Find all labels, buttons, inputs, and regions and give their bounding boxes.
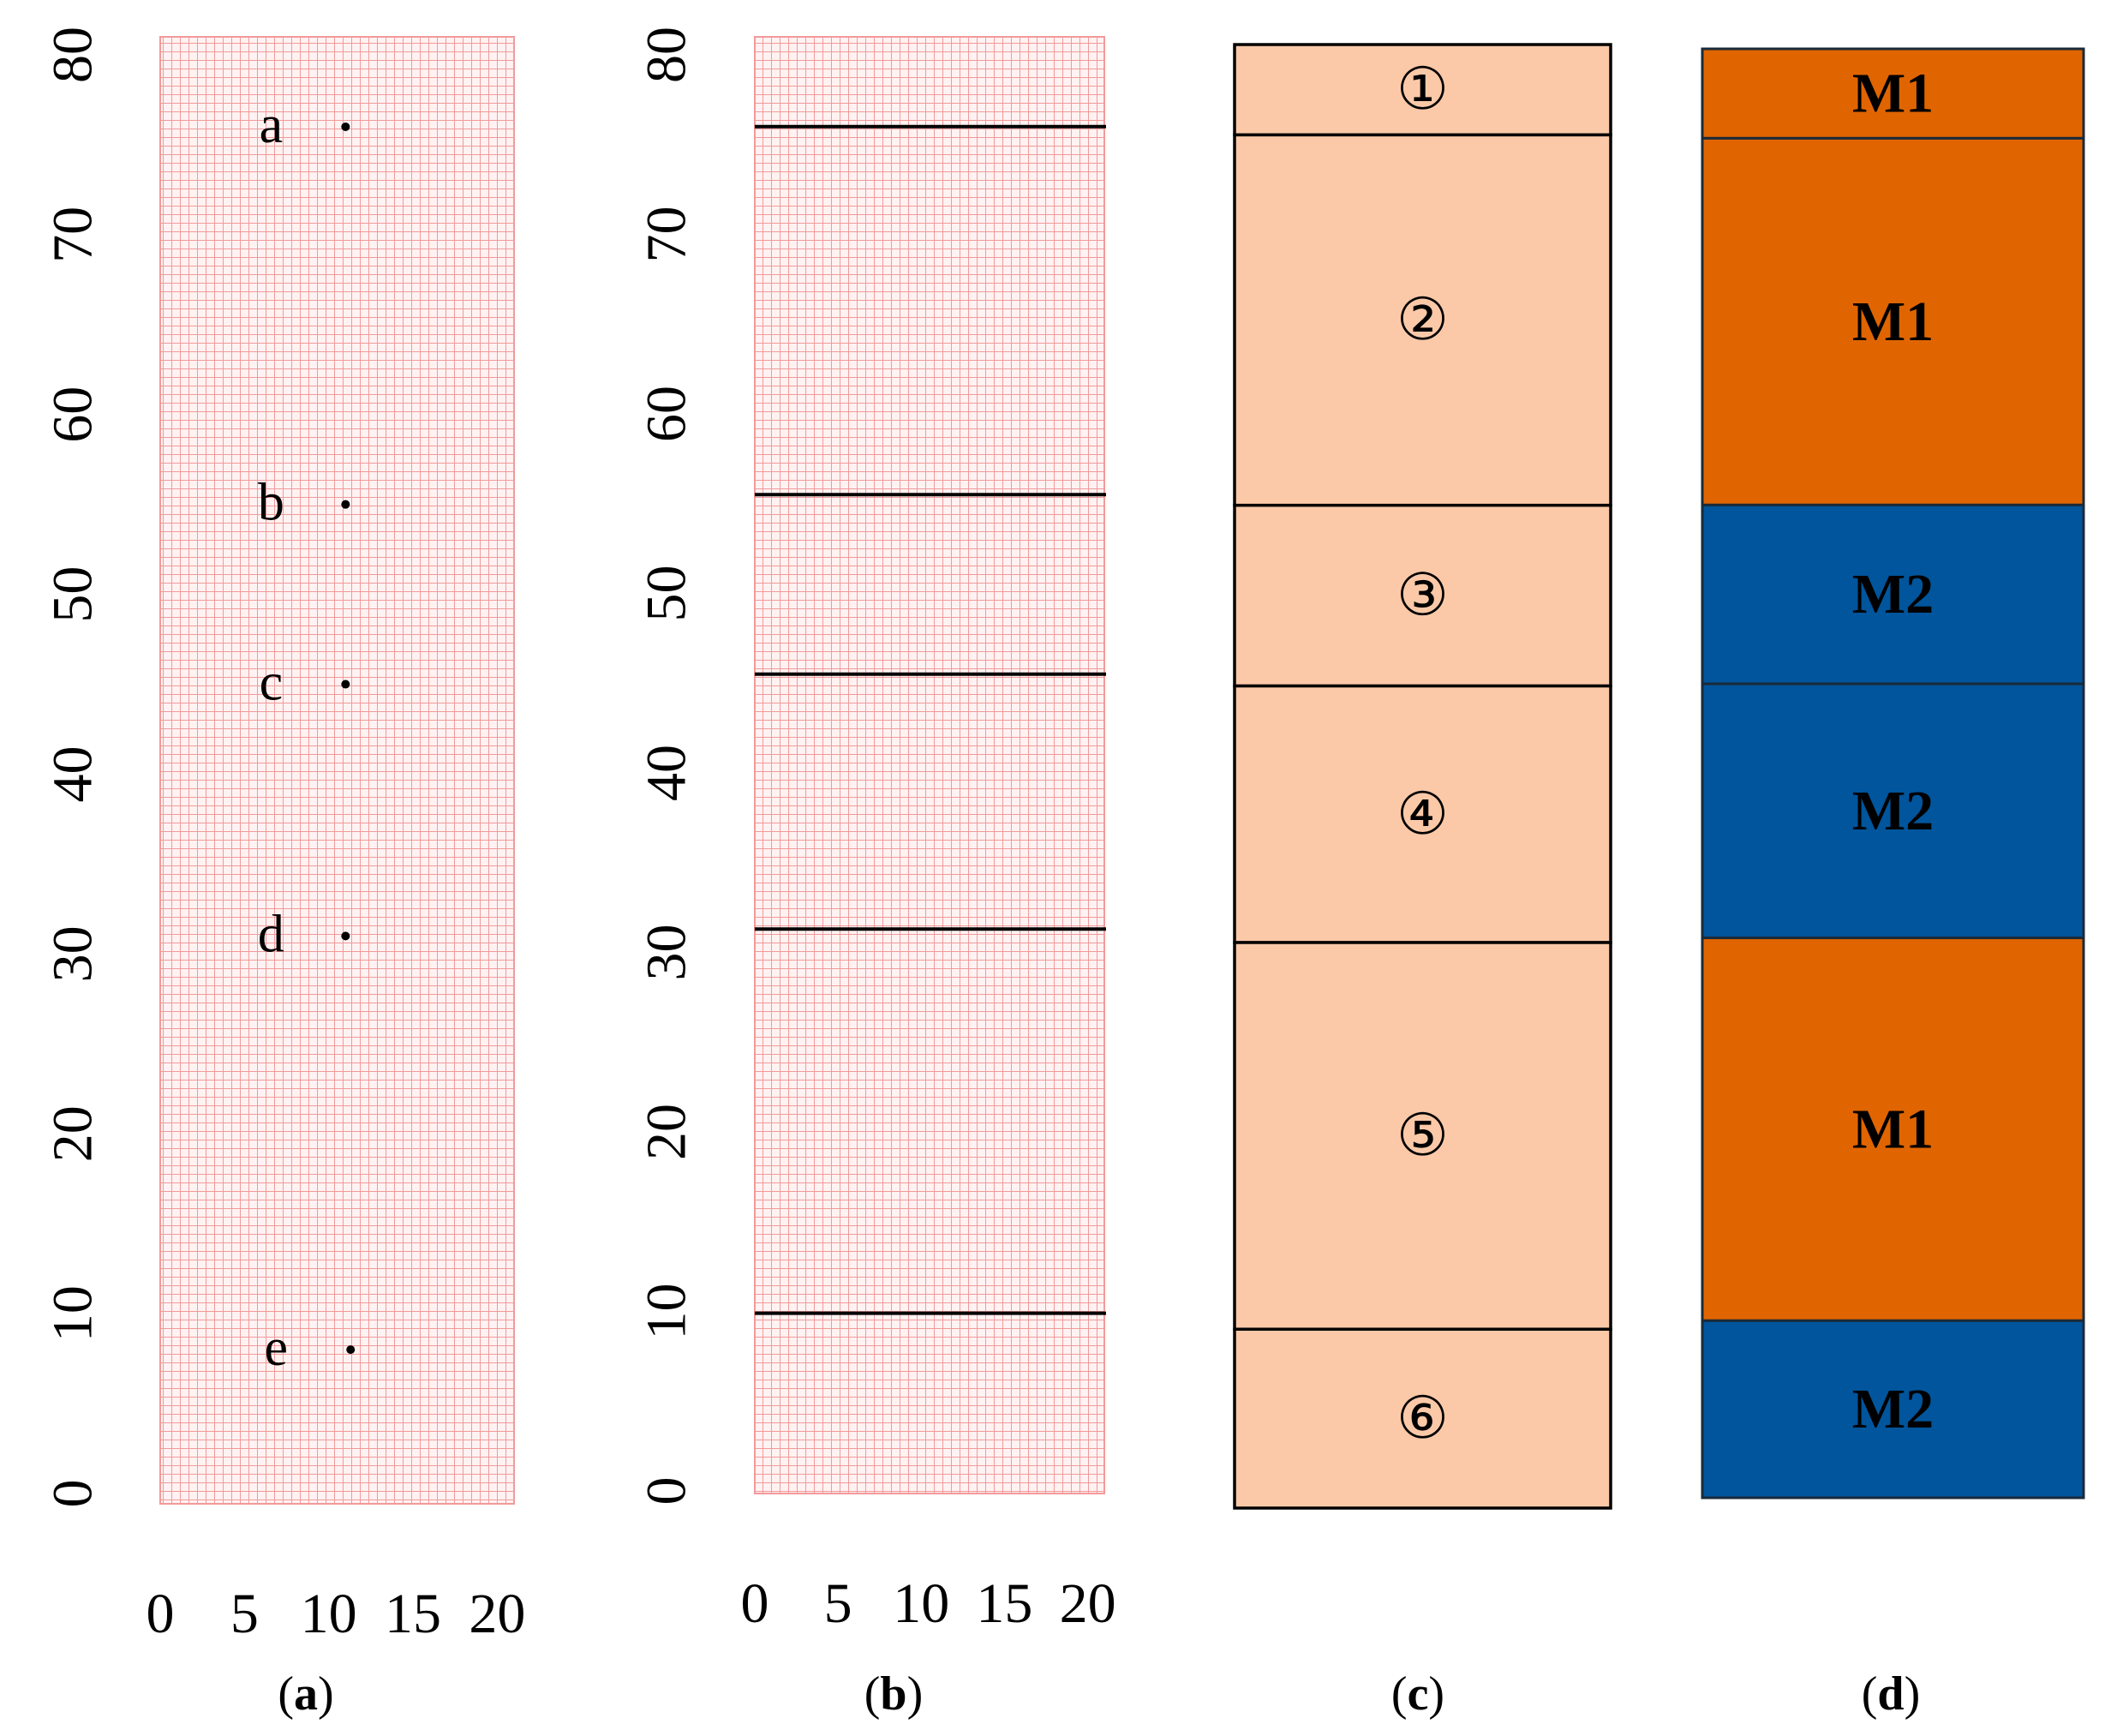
monitor-point-b-marker [341,500,350,509]
monitor-point-a-marker [341,122,350,131]
panel-b-x-tick-label: 5 [824,1572,852,1635]
panel-a-y-tick-label: 60 [42,386,105,443]
panel-a-caption: (a) [278,1667,333,1721]
panel-a-x-tick-label: 5 [230,1583,259,1645]
material-layer-3-block [1701,503,2085,685]
panel-b-y-tick-label: 70 [636,206,698,262]
monitor-point-a-label: a [260,96,284,154]
panel-a-y-tick-label: 30 [42,925,105,982]
layer-3-block [1233,503,1612,688]
layer-1-block [1233,43,1612,137]
panel-c: ① ② ③ ④ ⑤ ⑥ (c) [1233,43,1612,1721]
panel-a-y-axis: 0 10 20 30 40 50 60 70 80 [42,27,105,1508]
panel-a-x-axis: 0 5 10 15 20 [147,1583,526,1645]
layer-3-number: ③ [1396,562,1449,630]
layer-4-number: ④ [1396,781,1449,848]
panel-a-y-tick-label: 50 [42,566,105,623]
panel-b-y-tick-label: 0 [636,1477,698,1506]
panel-b-x-tick-label: 10 [893,1572,949,1635]
panel-b-y-tick-label: 40 [636,745,698,801]
panel-b-y-tick-label: 10 [636,1283,698,1339]
panel-a-x-tick-label: 0 [147,1583,175,1645]
monitor-point-c-marker [341,679,350,689]
layer-2-block [1233,133,1612,507]
panel-b-y-tick-label: 60 [636,386,698,442]
panel-c-layers: ① ② ③ ④ ⑤ ⑥ [1233,43,1612,1510]
panel-d-caption: (d) [1862,1667,1920,1721]
panel-b-mesh [754,36,1105,1494]
panel-b-x-tick-label: 15 [976,1572,1032,1635]
panel-b-layer-boundaries [755,124,1106,1315]
layer-5-block [1233,941,1612,1331]
panel-a-y-tick-label: 80 [42,27,105,83]
panel-b-x-tick-label: 0 [741,1572,769,1635]
panel-a-x-tick-label: 20 [469,1583,525,1645]
monitor-point-c-label: c [260,654,284,712]
material-layer-5-block [1701,937,2085,1322]
panel-d: M1 M1 M2 M2 M1 M2 (d) [1701,47,2085,1721]
panel-a-y-tick-label: 40 [42,745,105,802]
layer-6-block [1233,1327,1612,1510]
material-layer-6-label: M2 [1852,1378,1934,1440]
material-layer-1-label: M1 [1852,63,1934,125]
material-layer-6-block [1701,1319,2085,1500]
panel-a-mesh [159,36,515,1505]
material-layer-2-label: M1 [1852,290,1934,353]
monitor-point-d-label: d [258,905,284,963]
material-layer-4-block [1701,682,2085,940]
material-layer-5-label: M1 [1852,1098,1934,1160]
panel-a-y-tick-label: 70 [42,207,105,263]
panel-a-y-tick-label: 20 [42,1105,105,1162]
panel-c-caption: (c) [1391,1667,1444,1721]
panel-a-monitor-points: a b c d e [258,96,356,1377]
monitor-point-e-marker [346,1345,356,1355]
layer-4-block [1233,684,1612,944]
monitor-point-d-marker [341,931,350,941]
material-layer-4-label: M2 [1852,780,1934,842]
panel-b-x-axis: 0 5 10 15 20 [741,1572,1116,1635]
panel-b-y-tick-label: 80 [636,27,698,83]
layer-5-number: ⑤ [1396,1102,1449,1170]
panel-a-x-tick-label: 10 [301,1583,357,1645]
panel-a-y-tick-label: 10 [42,1285,105,1342]
monitor-point-b-label: b [258,474,284,532]
monitor-point-e-label: e [264,1319,288,1377]
panel-d-layers: M1 M1 M2 M2 M1 M2 [1701,47,2085,1500]
material-layer-1-block [1701,47,2085,140]
panel-b-y-tick-label: 20 [636,1104,698,1160]
panel-a-y-tick-label: 0 [42,1480,105,1508]
material-layer-2-block [1701,136,2085,506]
layer-2-number: ② [1396,286,1449,354]
layer-6-number: ⑥ [1396,1385,1449,1452]
panel-b-y-axis: 0 10 20 30 40 50 60 70 80 [636,27,698,1506]
layer-1-number: ① [1396,56,1449,123]
material-layer-3-label: M2 [1852,563,1934,626]
panel-a-x-tick-label: 15 [385,1583,441,1645]
panel-b-x-tick-label: 20 [1060,1572,1116,1635]
panel-b-caption: (b) [864,1667,923,1721]
panel-b-y-tick-label: 50 [636,565,698,621]
panel-b-y-tick-label: 30 [636,924,698,980]
